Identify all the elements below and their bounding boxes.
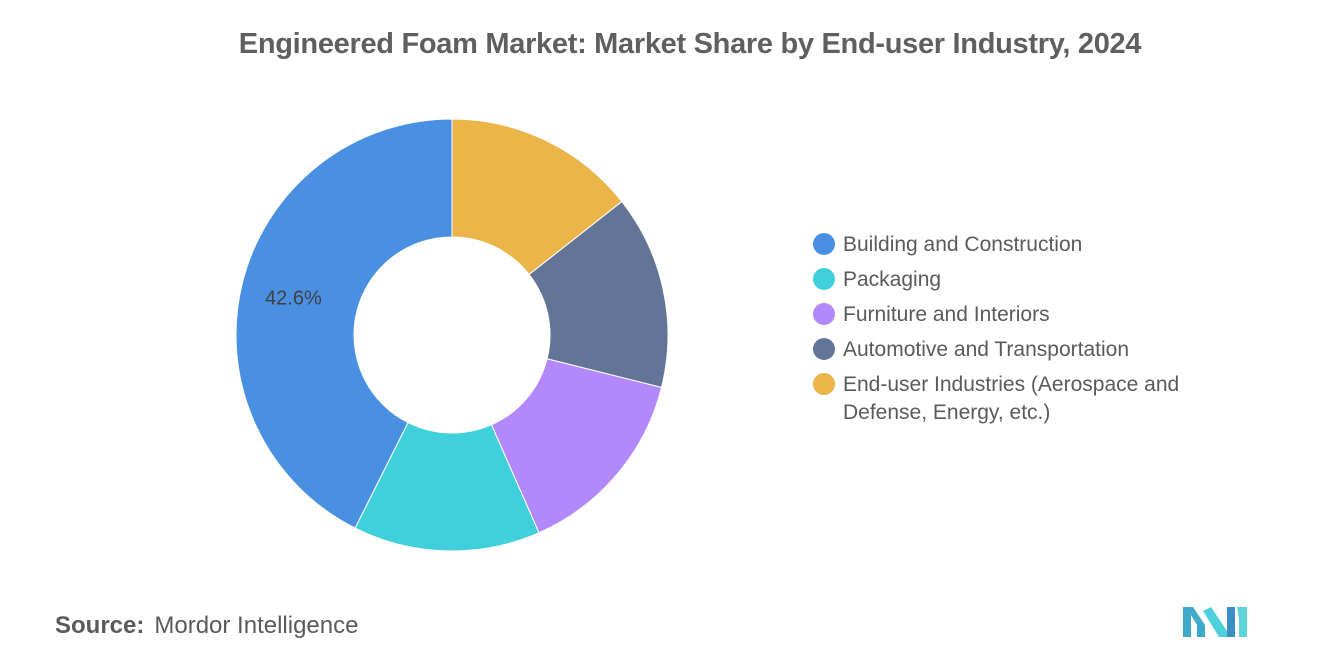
donut-slice-5 (451, 118, 623, 276)
chart-legend: Building and Construction Packaging Furnit… (813, 231, 1233, 434)
legend-swatch (813, 338, 835, 360)
legend-swatch (813, 268, 835, 290)
legend-swatch (813, 303, 835, 325)
legend-item-4: Automotive and Transportation (813, 336, 1233, 364)
source-note: Source: Mordor Intelligence (55, 612, 358, 640)
legend-label: Automotive and Transportation (843, 338, 1130, 361)
legend-item-1: Building and Construction (813, 231, 1233, 259)
donut-slice-2 (354, 421, 540, 552)
source-label: Source: (55, 612, 145, 639)
donut-slice-3 (490, 358, 663, 534)
donut-slice-1 (235, 118, 453, 529)
legend-item-5: End-user Industries (Aerospace and Defen… (813, 371, 1233, 427)
legend-label: Packaging (843, 268, 942, 291)
slice-data-label: 42.6% (265, 287, 322, 309)
donut-slice-4 (528, 200, 669, 389)
legend-item-2: Packaging (813, 266, 1233, 294)
legend-label: Furniture and Interiors (843, 303, 1050, 326)
chart-title: Engineered Foam Market: Market Share by … (238, 28, 1142, 60)
legend-swatch (813, 373, 835, 395)
legend-label: Building and Construction (843, 233, 1083, 256)
legend-label: End-user Industries (Aerospace and Defen… (843, 373, 1180, 424)
mordor-intelligence-logo (1183, 607, 1247, 637)
legend-item-3: Furniture and Interiors (813, 301, 1233, 329)
source-value: Mordor Intelligence (154, 612, 359, 639)
legend-swatch (813, 233, 835, 255)
